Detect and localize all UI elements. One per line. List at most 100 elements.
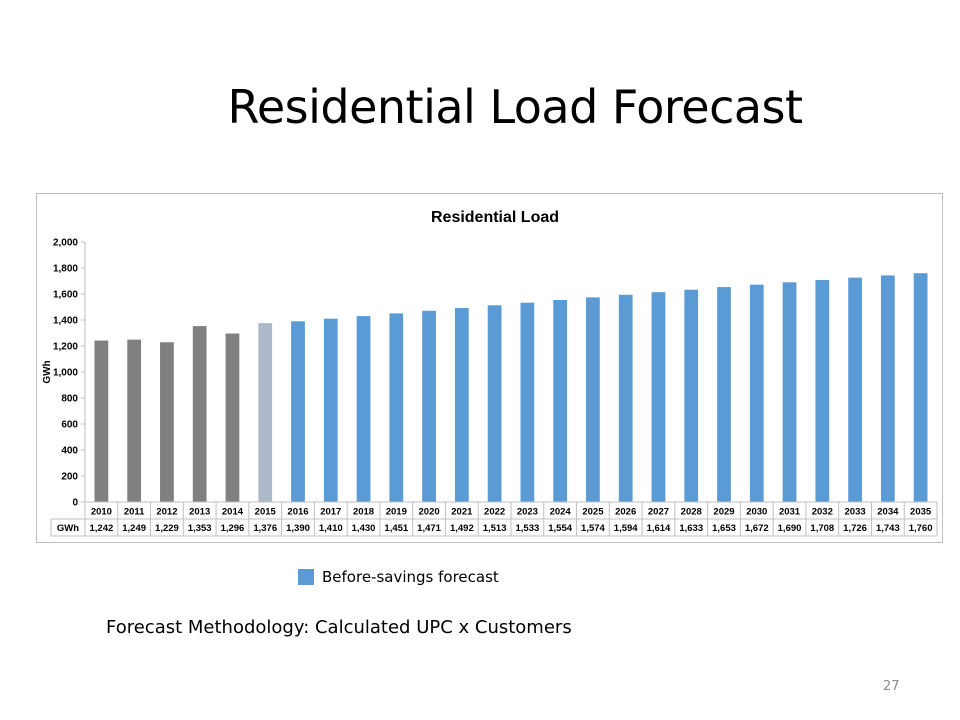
data-table-value: 1,690 bbox=[778, 523, 802, 534]
x-tick-label: 2019 bbox=[386, 507, 407, 518]
bar-2028 bbox=[684, 289, 699, 502]
bar-2010 bbox=[94, 340, 109, 502]
data-table-value: 1,390 bbox=[286, 523, 310, 534]
data-table-value: 1,672 bbox=[745, 523, 769, 534]
data-table-value: 1,743 bbox=[876, 523, 900, 534]
bar-2024 bbox=[553, 299, 568, 502]
y-tick-label: 600 bbox=[61, 420, 78, 431]
data-table-value: 1,229 bbox=[155, 523, 179, 534]
data-table-value: 1,451 bbox=[384, 523, 408, 534]
x-tick-label: 2014 bbox=[222, 507, 244, 518]
data-table-value: 1,492 bbox=[450, 523, 474, 534]
bar-2011 bbox=[127, 339, 142, 502]
y-tick-label: 1,400 bbox=[53, 316, 78, 327]
data-table-value: 1,471 bbox=[417, 523, 441, 534]
bar-2015 bbox=[258, 323, 273, 502]
data-table-value: 1,554 bbox=[548, 523, 572, 534]
x-tick-label: 2033 bbox=[845, 507, 866, 518]
x-tick-label: 2013 bbox=[189, 507, 210, 518]
x-tick-label: 2012 bbox=[156, 507, 177, 518]
x-tick-label: 2016 bbox=[287, 507, 308, 518]
data-table-value: 1,249 bbox=[122, 523, 146, 534]
bar-2013 bbox=[192, 326, 207, 502]
x-tick-label: 2015 bbox=[255, 507, 277, 518]
data-table-value: 1,574 bbox=[581, 523, 605, 534]
y-tick-label: 200 bbox=[61, 472, 78, 483]
x-tick-label: 2023 bbox=[517, 507, 538, 518]
data-table-value: 1,760 bbox=[909, 523, 933, 534]
x-tick-label: 2028 bbox=[681, 507, 702, 518]
data-table-value: 1,614 bbox=[647, 523, 671, 534]
legend-label: Before-savings forecast bbox=[322, 568, 499, 586]
bar-2020 bbox=[422, 310, 436, 502]
bar-2025 bbox=[586, 297, 600, 502]
x-tick-label: 2035 bbox=[910, 507, 932, 518]
x-tick-label: 2021 bbox=[451, 507, 473, 518]
y-axis-label: GWh bbox=[42, 360, 53, 383]
y-tick-label: 1,600 bbox=[53, 290, 78, 301]
bar-2012 bbox=[160, 342, 174, 502]
bar-2026 bbox=[618, 294, 633, 502]
x-tick-label: 2011 bbox=[124, 507, 145, 518]
x-tick-label: 2022 bbox=[484, 507, 505, 518]
data-table-value: 1,376 bbox=[253, 523, 277, 534]
x-tick-label: 2017 bbox=[320, 507, 341, 518]
data-table-value: 1,633 bbox=[679, 523, 703, 534]
x-tick-label: 2027 bbox=[648, 507, 669, 518]
bar-2035 bbox=[913, 273, 928, 502]
methodology-note: Forecast Methodology: Calculated UPC x C… bbox=[106, 617, 572, 638]
x-tick-label: 2010 bbox=[91, 507, 112, 518]
slide-title: Residential Load Forecast bbox=[227, 80, 803, 134]
x-tick-label: 2030 bbox=[746, 507, 767, 518]
bar-2029 bbox=[717, 287, 731, 502]
data-table-value: 1,533 bbox=[515, 523, 539, 534]
table-row-label: GWh bbox=[57, 523, 79, 534]
bar-2021 bbox=[454, 308, 469, 502]
y-tick-label: 0 bbox=[72, 498, 78, 509]
data-table-value: 1,430 bbox=[352, 523, 376, 534]
data-table-value: 1,296 bbox=[221, 523, 245, 534]
bar-2032 bbox=[815, 279, 830, 502]
bar-2019 bbox=[389, 313, 404, 502]
x-tick-label: 2018 bbox=[353, 507, 374, 518]
data-table-value: 1,353 bbox=[188, 523, 212, 534]
residential-load-chart: Residential Load GWh 0 200 400 600 800 1,000 1,2… bbox=[42, 209, 938, 537]
y-tick-label: 1,000 bbox=[53, 368, 78, 379]
y-tick-label: 1,800 bbox=[53, 264, 78, 275]
bar-2023 bbox=[520, 302, 535, 502]
data-table-value: 1,653 bbox=[712, 523, 736, 534]
x-tick-label: 2026 bbox=[615, 507, 636, 518]
data-table-value: 1,410 bbox=[319, 523, 343, 534]
legend-swatch-forecast bbox=[298, 569, 314, 585]
legend: Before-savings forecast bbox=[298, 568, 499, 586]
data-table-value: 1,708 bbox=[810, 523, 834, 534]
data-table-value: 1,726 bbox=[843, 523, 867, 534]
chart-frame: Residential Load GWh 0 200 400 600 800 1,000 1,2… bbox=[36, 193, 943, 543]
chart-title: Residential Load bbox=[431, 209, 559, 226]
y-tick-label: 1,200 bbox=[53, 342, 78, 353]
x-tick-label: 2025 bbox=[582, 507, 604, 518]
bar-2030 bbox=[749, 284, 764, 502]
y-tick-label: 2,000 bbox=[53, 238, 78, 249]
x-tick-label: 2029 bbox=[713, 507, 734, 518]
bar-2016 bbox=[291, 321, 305, 502]
bar-2034 bbox=[880, 275, 895, 502]
bar-2017 bbox=[323, 318, 338, 502]
bar-2018 bbox=[356, 316, 371, 502]
bar-2031 bbox=[782, 282, 797, 502]
x-tick-label: 2020 bbox=[419, 507, 440, 518]
bar-2027 bbox=[651, 292, 666, 502]
data-table-value: 1,242 bbox=[89, 523, 113, 534]
x-tick-label: 2032 bbox=[812, 507, 833, 518]
data-table-value: 1,594 bbox=[614, 523, 638, 534]
bar-2022 bbox=[487, 305, 502, 502]
x-tick-label: 2024 bbox=[550, 507, 572, 518]
y-tick-label: 800 bbox=[61, 394, 78, 405]
bar-2014 bbox=[225, 333, 240, 502]
page-number: 27 bbox=[883, 679, 900, 694]
data-table-value: 1,513 bbox=[483, 523, 507, 534]
x-tick-label: 2031 bbox=[779, 507, 801, 518]
bar-2033 bbox=[848, 277, 862, 502]
x-tick-label: 2034 bbox=[877, 507, 899, 518]
y-tick-label: 400 bbox=[61, 446, 78, 457]
